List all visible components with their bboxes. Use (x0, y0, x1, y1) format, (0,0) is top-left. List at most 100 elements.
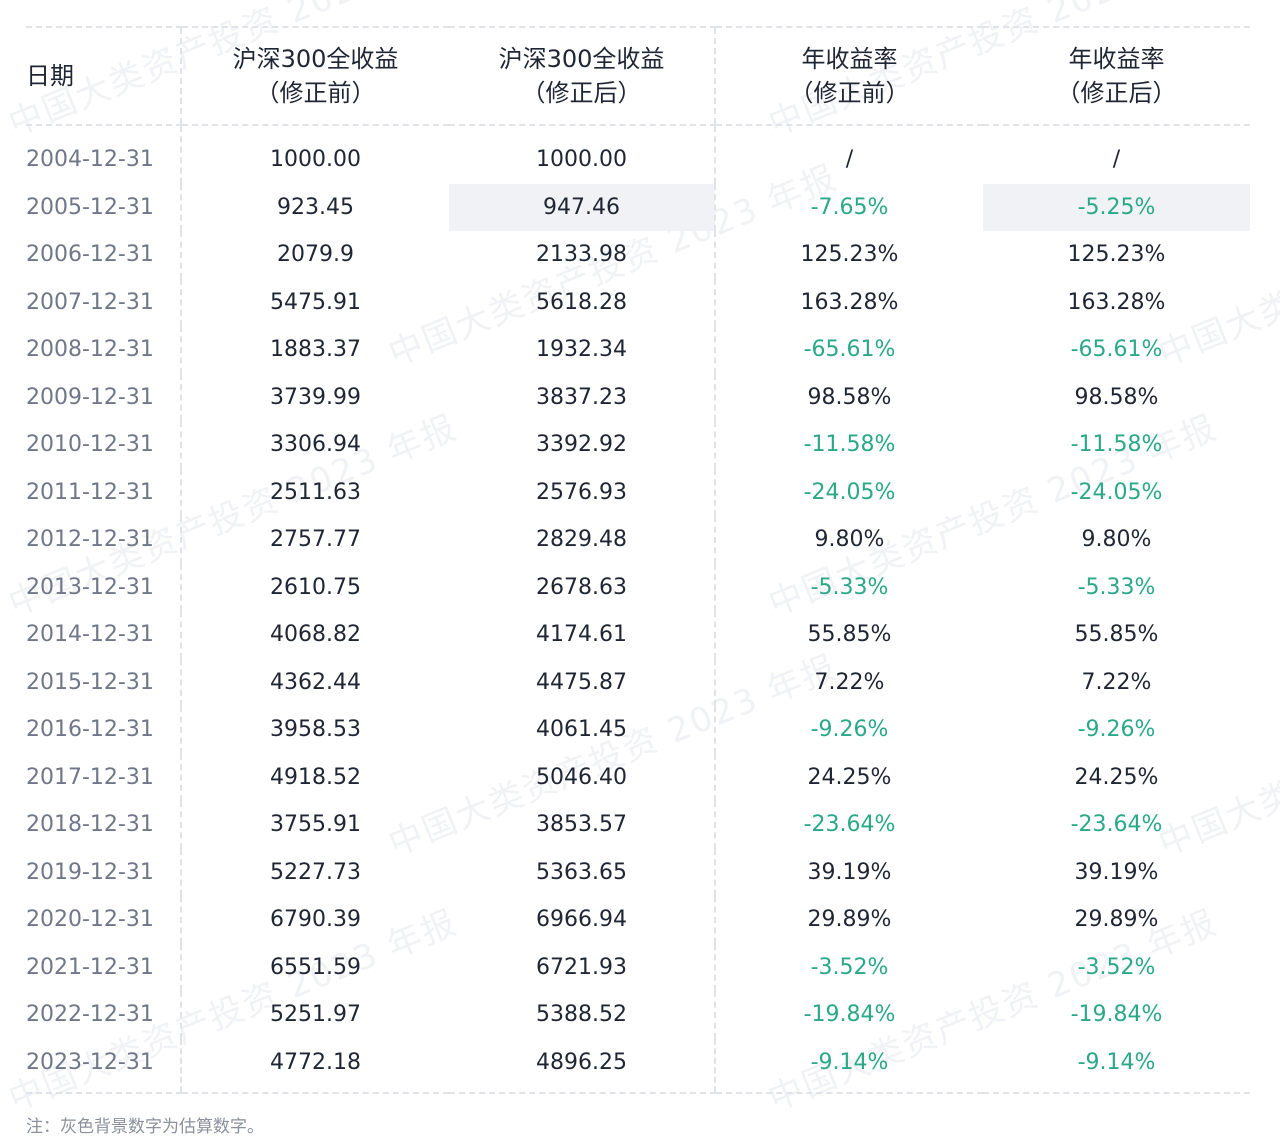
cell-index-before: 2511.63 (180, 468, 449, 516)
header-line1: 年收益率 (1068, 45, 1165, 73)
cell-index-before: 5227.73 (180, 848, 449, 896)
cell-index-after: 2576.93 (536, 479, 627, 505)
cell-return-before: -23.64% (714, 801, 983, 849)
cell-return-after: -5.33% (1077, 574, 1156, 600)
cell-index-after: 5388.52 (536, 1002, 627, 1028)
cell-date: 2011-12-31 (26, 479, 154, 505)
cell-index-before: 3739.99 (180, 373, 449, 421)
header-index-before: 沪深300全收益 （修正前） (180, 26, 449, 126)
table-row: 2020-12-31 6790.39 6966.94 29.89% 29.89% (26, 896, 1250, 944)
table-row: 2023-12-31 4772.18 4896.25 -9.14% -9.14% (26, 1038, 1250, 1094)
table-row: 2018-12-31 3755.91 3853.57 -23.64% -23.64% (26, 801, 1250, 849)
cell-return-after: 29.89% (1074, 907, 1159, 933)
cell-return-before: -3.52% (714, 943, 983, 991)
cell-date: 2021-12-31 (26, 954, 154, 980)
table-row: 2010-12-31 3306.94 3392.92 -11.58% -11.58% (26, 421, 1250, 469)
cell-index-after: 1932.34 (536, 337, 627, 363)
cell-return-after: -19.84% (1070, 1002, 1163, 1028)
cell-return-after: 9.80% (1081, 527, 1152, 553)
cell-date: 2014-12-31 (26, 622, 154, 648)
cell-return-after: 55.85% (1074, 622, 1159, 648)
cell-return-before: -7.65% (714, 183, 983, 231)
header-line2: （修正后） (521, 79, 642, 107)
cell-index-after: 3853.57 (536, 812, 627, 838)
cell-date: 2019-12-31 (26, 859, 154, 885)
cell-return-before: -5.33% (714, 563, 983, 611)
cell-index-before: 3755.91 (180, 801, 449, 849)
table-row: 2013-12-31 2610.75 2678.63 -5.33% -5.33% (26, 563, 1250, 611)
cell-return-before: 55.85% (714, 611, 983, 659)
cell-return-before: -24.05% (714, 468, 983, 516)
cell-return-after: 163.28% (1067, 289, 1166, 315)
cell-return-after: / (1112, 147, 1121, 173)
cell-index-after: 4896.25 (449, 1038, 715, 1094)
cell-return-after: 39.19% (1074, 859, 1159, 885)
cell-return-after: -11.58% (1070, 432, 1163, 458)
cell-date: 2015-12-31 (26, 669, 154, 695)
cell-index-before: 3306.94 (180, 421, 449, 469)
header-return-before: 年收益率 （修正前） (714, 26, 983, 126)
cell-date: 2010-12-31 (26, 432, 154, 458)
cell-return-after: -5.25% (983, 183, 1250, 231)
cell-index-after: 4475.87 (536, 669, 627, 695)
table-row: 2007-12-31 5475.91 5618.28 163.28% 163.28% (26, 278, 1250, 326)
table-row: 2009-12-31 3739.99 3837.23 98.58% 98.58% (26, 373, 1250, 421)
cell-index-after: 5618.28 (536, 289, 627, 315)
cell-return-before: 39.19% (714, 848, 983, 896)
returns-table: 日期 沪深300全收益 （修正前） 沪深300全收益 （修正后） 年收益率 （修… (26, 26, 1250, 1094)
cell-index-after: 4061.45 (536, 717, 627, 743)
header-line2: （修正前） (255, 79, 376, 107)
table-row: 2011-12-31 2511.63 2576.93 -24.05% -24.05% (26, 468, 1250, 516)
cell-index-before: 5475.91 (180, 278, 449, 326)
cell-index-after: 2829.48 (536, 527, 627, 553)
cell-return-after: 125.23% (1067, 242, 1166, 268)
cell-return-before: 163.28% (714, 278, 983, 326)
cell-index-after: 6966.94 (536, 907, 627, 933)
header-index-after: 沪深300全收益 （修正后） (449, 26, 715, 126)
header-return-after: 年收益率 （修正后） (983, 26, 1250, 126)
cell-index-before: 4362.44 (180, 658, 449, 706)
table-row: 2021-12-31 6551.59 6721.93 -3.52% -3.52% (26, 943, 1250, 991)
table-body: 2004-12-31 1000.00 1000.00 / / 2005-12-31 923.… (26, 125, 1250, 1094)
cell-return-before: -65.61% (714, 326, 983, 374)
cell-index-before: 2610.75 (180, 563, 449, 611)
table-row: 2016-12-31 3958.53 4061.45 -9.26% -9.26% (26, 706, 1250, 754)
table-row: 2004-12-31 1000.00 1000.00 / / (26, 125, 1250, 184)
cell-date: 2016-12-31 (26, 717, 154, 743)
cell-index-after: 2678.63 (536, 574, 627, 600)
data-table-container: 日期 沪深300全收益 （修正前） 沪深300全收益 （修正后） 年收益率 （修… (26, 26, 1250, 1094)
table-row: 2017-12-31 4918.52 5046.40 24.25% 24.25% (26, 753, 1250, 801)
cell-return-after: -9.26% (1077, 717, 1156, 743)
cell-return-before: -9.14% (714, 1038, 983, 1094)
cell-index-before: 6790.39 (180, 896, 449, 944)
cell-index-before: 1883.37 (180, 326, 449, 374)
cell-index-after: 5046.40 (536, 764, 627, 790)
header-line1: 沪深300全收益 (232, 45, 399, 73)
cell-date: 2009-12-31 (26, 384, 154, 410)
cell-date: 2013-12-31 (26, 574, 154, 600)
cell-return-after: -23.64% (1070, 812, 1163, 838)
header-line1: 沪深300全收益 (498, 45, 665, 73)
header-line2: （修正后） (1056, 79, 1177, 107)
cell-date: 2005-12-31 (26, 194, 154, 220)
cell-return-after: -24.05% (1070, 479, 1163, 505)
header-line1: 年收益率 (801, 45, 898, 73)
header-date: 日期 (26, 26, 181, 126)
cell-return-after: 7.22% (1081, 669, 1152, 695)
table-row: 2022-12-31 5251.97 5388.52 -19.84% -19.84% (26, 991, 1250, 1039)
cell-index-after: 2133.98 (536, 242, 627, 268)
header-line2: （修正前） (789, 79, 910, 107)
cell-date: 2023-12-31 (26, 1038, 181, 1094)
cell-date: 2004-12-31 (26, 147, 154, 173)
cell-date: 2006-12-31 (26, 242, 154, 268)
cell-index-before: 4772.18 (180, 1038, 449, 1094)
cell-return-before: 125.23% (714, 231, 983, 279)
cell-return-after: -65.61% (1070, 337, 1163, 363)
cell-return-before: 98.58% (714, 373, 983, 421)
cell-index-after: 1000.00 (536, 147, 627, 173)
cell-index-before: 6551.59 (180, 943, 449, 991)
cell-index-after: 3837.23 (536, 384, 627, 410)
cell-return-before: / (714, 125, 983, 184)
cell-index-after: 4174.61 (536, 622, 627, 648)
cell-return-before: -9.26% (714, 706, 983, 754)
